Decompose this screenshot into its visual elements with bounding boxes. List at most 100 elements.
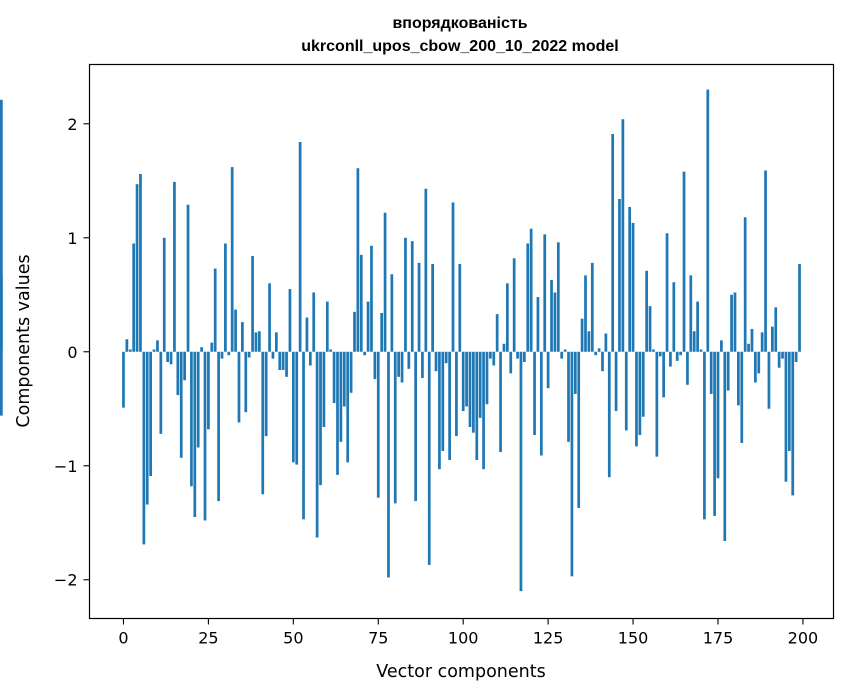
bar: [145, 351, 149, 505]
x-tick-label: 200: [788, 629, 819, 648]
bar: [665, 233, 669, 352]
bar: [614, 351, 618, 412]
bar: [281, 351, 285, 370]
bar: [363, 351, 367, 356]
bar: [186, 204, 190, 352]
bar: [760, 332, 764, 352]
bar: [431, 263, 434, 352]
x-tick-label: 100: [448, 629, 479, 648]
bar: [594, 351, 598, 356]
bar: [427, 351, 431, 565]
bar: [152, 349, 156, 352]
bar: [580, 318, 584, 352]
bar: [767, 351, 771, 409]
bar: [733, 292, 737, 352]
bar: [774, 307, 778, 352]
bar: [346, 351, 350, 463]
bar: [264, 351, 268, 437]
y-axis-label: Components values: [14, 254, 34, 427]
bar: [536, 297, 540, 352]
x-tick-label: 125: [533, 629, 564, 648]
bar: [662, 351, 665, 398]
bar: [387, 351, 390, 578]
bar: [400, 351, 404, 383]
bar: [373, 351, 377, 380]
bar: [322, 351, 326, 427]
bar: [159, 351, 163, 434]
bar: [288, 289, 292, 352]
bar: [142, 351, 146, 545]
bar: [669, 351, 672, 367]
chart-subtitle: ukrconll_upos_cbow_200_10_2022 model: [301, 38, 618, 55]
x-tick-label: 0: [118, 629, 128, 648]
bar: [169, 351, 173, 365]
bar: [342, 351, 346, 407]
bar: [798, 263, 801, 352]
bar: [285, 351, 288, 377]
bar: [179, 351, 183, 458]
bar: [438, 351, 441, 470]
bar: [730, 294, 733, 352]
bar: [336, 351, 339, 475]
bar: [166, 351, 169, 363]
x-tick-label: 150: [618, 629, 649, 648]
bar: [451, 202, 455, 352]
bar: [329, 349, 333, 352]
bar: [444, 351, 448, 364]
bar: [448, 351, 451, 461]
bar: [686, 351, 689, 385]
bar: [312, 292, 316, 352]
bar-series: [0, 89, 801, 592]
bar: [244, 351, 248, 413]
bar: [135, 184, 139, 352]
y-tick-label: −2: [54, 571, 78, 590]
bar: [220, 351, 224, 359]
bar: [604, 333, 608, 352]
bar: [217, 351, 220, 502]
bar: [570, 351, 574, 577]
bar: [404, 237, 407, 352]
bar: [696, 301, 699, 352]
bar: [621, 119, 625, 352]
bar: [533, 351, 536, 435]
y-axis-ticks: −2 −1 0 1 2: [54, 115, 90, 590]
bar: [274, 332, 278, 352]
bar: [421, 351, 424, 378]
bar: [543, 234, 547, 352]
bar: [526, 243, 530, 352]
bar: [356, 168, 360, 352]
bar: [122, 351, 125, 408]
bar: [590, 262, 594, 352]
y-tick-label: 0: [67, 343, 77, 362]
bar: [410, 241, 414, 352]
bar: [618, 199, 621, 352]
bar: [692, 331, 696, 352]
bar: [573, 351, 577, 394]
bar: [370, 245, 373, 352]
bar: [332, 351, 336, 404]
bar: [268, 283, 271, 352]
bar: [478, 351, 482, 418]
bar: [349, 351, 353, 393]
bar: [465, 351, 468, 407]
bar: [315, 351, 319, 538]
bar: [499, 351, 502, 453]
bar: [740, 351, 744, 443]
bar: [794, 351, 798, 363]
bar: [241, 322, 244, 352]
bar: [156, 340, 159, 352]
bar: [366, 301, 370, 352]
bar: [482, 351, 485, 470]
bar: [516, 351, 519, 359]
bar: [176, 351, 180, 396]
bar: [339, 351, 343, 442]
x-tick-label: 75: [368, 629, 388, 648]
bar: [0, 351, 3, 416]
bar: [441, 351, 445, 451]
bar: [258, 331, 261, 352]
bar: [607, 351, 611, 478]
bar: [380, 313, 384, 352]
y-tick-label: 1: [67, 229, 77, 248]
bar: [492, 351, 496, 366]
